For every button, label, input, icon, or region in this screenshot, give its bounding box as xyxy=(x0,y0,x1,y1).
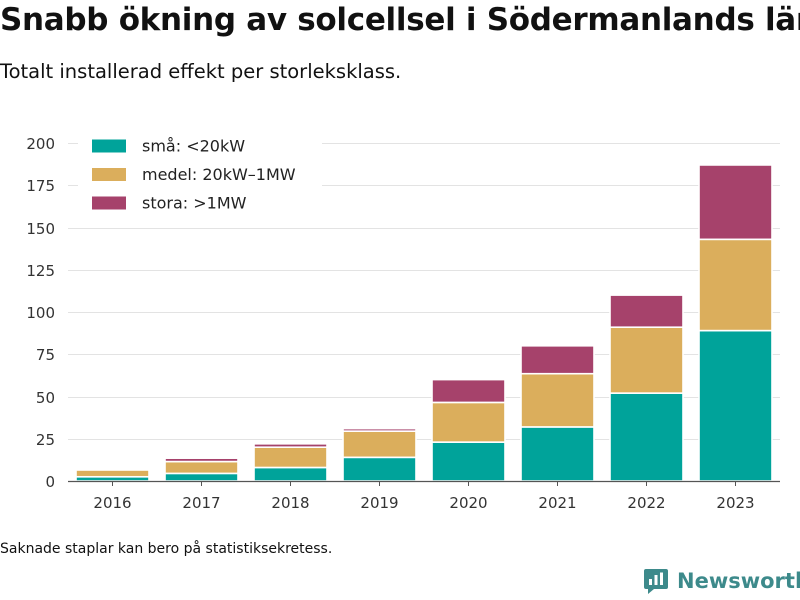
x-tick-label: 2017 xyxy=(182,494,220,512)
bar-segment-small xyxy=(253,466,328,482)
x-tick-label: 2016 xyxy=(93,494,131,512)
bar-segment-small xyxy=(520,426,595,482)
y-tick-label: 0 xyxy=(45,473,55,491)
bar-segment-medium xyxy=(75,469,150,478)
legend-label: stora: >1MW xyxy=(142,194,247,213)
x-tick-label: 2020 xyxy=(449,494,487,512)
bar-segment-medium xyxy=(164,460,239,475)
newsworthy-logo-icon xyxy=(644,569,668,594)
bar-segment-small xyxy=(431,441,506,482)
bar-segment-small xyxy=(698,329,773,482)
bar-segment-small xyxy=(609,392,684,482)
bar-segment-medium xyxy=(431,401,506,443)
y-tick-label: 200 xyxy=(26,135,55,153)
y-tick-label: 50 xyxy=(36,389,55,407)
x-tick-label: 2018 xyxy=(271,494,309,512)
bar-segment-large xyxy=(253,443,328,449)
bar-segment-large xyxy=(520,344,595,375)
x-tick-label: 2023 xyxy=(716,494,754,512)
bar-segment-medium xyxy=(253,446,328,469)
bar-segment-medium xyxy=(342,430,417,459)
bars xyxy=(75,164,773,482)
brand-name: Newsworthy xyxy=(677,569,800,593)
chart-title: Snabb ökning av solcellsel i Södermanlan… xyxy=(0,2,800,38)
legend: små: <20kW medel: 20kW–1MW stora: >1MW xyxy=(78,130,322,216)
bar-segment-large xyxy=(609,294,684,329)
legend-swatch xyxy=(92,168,126,181)
x-axis-ticks: 2016 2017 2018 2019 2020 2021 2022 2023 xyxy=(93,481,755,512)
x-tick-label: 2019 xyxy=(360,494,398,512)
y-tick-label: 25 xyxy=(36,431,55,449)
legend-label: små: <20kW xyxy=(142,137,245,156)
brand-logo: Newsworthy xyxy=(643,568,800,594)
bar-segment-small xyxy=(342,456,417,482)
y-tick-label: 150 xyxy=(26,220,55,238)
x-tick-label: 2022 xyxy=(627,494,665,512)
chart-subtitle: Totalt installerad effekt per storlekskl… xyxy=(0,60,402,83)
bar-segment-medium xyxy=(609,326,684,394)
x-tick-label: 2021 xyxy=(538,494,576,512)
y-tick-label: 175 xyxy=(26,177,55,195)
y-axis-ticks: 0 25 50 75 100 125 150 175 200 xyxy=(26,135,55,491)
y-tick-label: 75 xyxy=(36,346,55,364)
bar-segment-large xyxy=(164,457,239,463)
y-tick-label: 100 xyxy=(26,304,55,322)
bar-segment-large xyxy=(431,378,506,404)
bar-segment-medium xyxy=(698,238,773,332)
bar-segment-small xyxy=(164,472,239,482)
bar-segment-large xyxy=(698,164,773,241)
y-tick-label: 125 xyxy=(26,262,55,280)
legend-swatch xyxy=(92,139,126,153)
legend-label: medel: 20kW–1MW xyxy=(142,165,296,184)
bar-segment-medium xyxy=(520,372,595,428)
legend-swatch xyxy=(92,196,126,210)
bar-segment-large xyxy=(342,427,417,432)
footnote: Saknade staplar kan bero på statistiksek… xyxy=(0,541,333,557)
